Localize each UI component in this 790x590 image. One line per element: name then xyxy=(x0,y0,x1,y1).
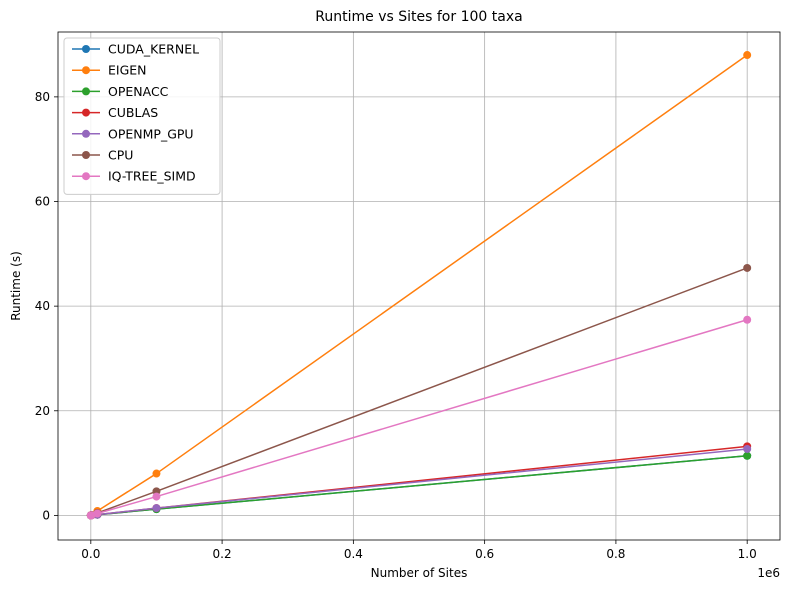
chart-title: Runtime vs Sites for 100 taxa xyxy=(315,9,522,25)
legend-label: CPU xyxy=(108,148,133,163)
legend-marker xyxy=(82,45,90,53)
legend-frame xyxy=(63,37,221,195)
legend-label: IQ-TREE_SIMD xyxy=(108,169,196,184)
x-tick-label: 0.2 xyxy=(213,547,232,561)
series-iq-tree-simd xyxy=(86,315,752,520)
legend-label: EIGEN xyxy=(108,63,147,78)
y-tick-label: 60 xyxy=(35,195,50,209)
x-tick-label: 1.0 xyxy=(738,547,757,561)
data-point xyxy=(152,469,161,478)
x-tick-label: 0.0 xyxy=(81,547,100,561)
x-axis-label: Number of Sites xyxy=(371,566,468,580)
x-tick-label: 0.8 xyxy=(606,547,625,561)
data-point xyxy=(743,263,752,272)
data-point xyxy=(743,51,752,60)
y-tick-label: 40 xyxy=(35,299,50,313)
x-axis-offset-label: 1e6 xyxy=(757,566,780,580)
legend-item: OPENACC xyxy=(72,84,169,99)
legend-label: CUDA_KERNEL xyxy=(108,42,199,57)
legend-marker xyxy=(82,172,90,181)
legend-marker xyxy=(82,108,90,117)
legend-item: IQ-TREE_SIMD xyxy=(72,169,196,184)
legend-label: OPENMP_GPU xyxy=(108,126,194,141)
legend-item: CPU xyxy=(72,148,133,163)
legend: CUDA_KERNEL EIGEN OPENACC CUBLAS OPENMP_GPU C… xyxy=(63,37,221,195)
series-lines xyxy=(86,51,752,520)
legend-marker xyxy=(82,66,90,75)
legend-marker xyxy=(82,151,90,159)
y-tick-label: 0 xyxy=(42,508,50,522)
grid-lines xyxy=(58,32,780,540)
data-point xyxy=(743,444,752,453)
x-tick-label: 0.4 xyxy=(344,547,363,561)
data-point xyxy=(152,492,161,501)
data-point xyxy=(93,509,102,518)
y-axis-label: Runtime (s) xyxy=(9,251,23,321)
legend-label: CUBLAS xyxy=(108,105,158,120)
axis-ticks: 0.0 0.2 0.4 0.6 0.8 1.0 0 20 40 60 80 xyxy=(35,90,757,561)
x-tick-label: 0.6 xyxy=(475,547,494,561)
data-point xyxy=(152,504,161,513)
y-tick-label: 80 xyxy=(35,90,50,104)
legend-item: CUBLAS xyxy=(72,105,158,120)
legend-marker xyxy=(82,87,90,96)
plot-frame xyxy=(57,31,781,541)
y-tick-label: 20 xyxy=(35,404,50,418)
legend-item: EIGEN xyxy=(72,63,147,78)
data-point xyxy=(743,451,752,460)
legend-item: CUDA_KERNEL xyxy=(72,42,199,57)
legend-marker xyxy=(82,129,90,138)
legend-label: OPENACC xyxy=(108,84,169,99)
data-point xyxy=(743,315,752,324)
legend-item: OPENMP_GPU xyxy=(72,126,194,141)
